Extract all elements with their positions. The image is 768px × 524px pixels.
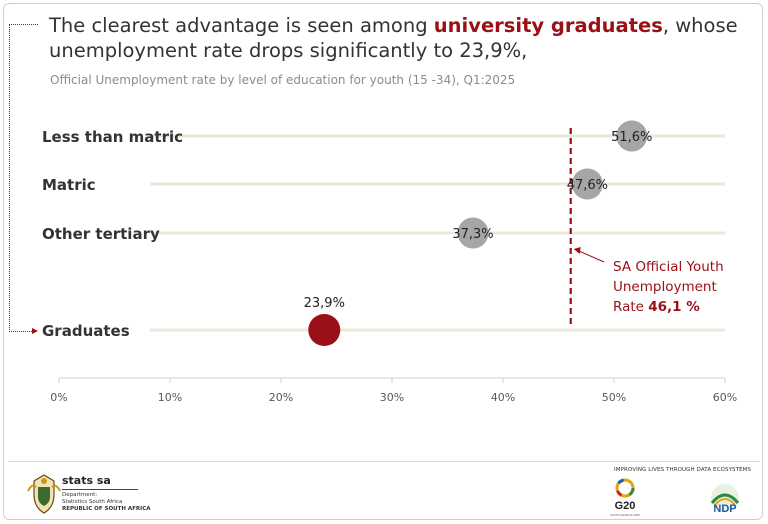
data-point (571, 168, 603, 200)
g20-label: G20 (615, 500, 636, 512)
callout-bracket-top (9, 24, 38, 25)
value-label: 51,6% (611, 130, 652, 145)
x-tick-label: 10% (158, 391, 182, 404)
g20-sub: SOUTH AFRICA 2025 (610, 513, 640, 517)
callout-bracket-bottom (9, 331, 34, 332)
headline-prefix: The clearest advantage is seen among (49, 14, 434, 37)
ndp-label: NDP (713, 503, 736, 515)
headline-highlight: university graduates (433, 14, 663, 37)
category-label: Other tertiary (42, 225, 160, 243)
dept-line-1: Department: (62, 492, 98, 498)
category-label: Matric (42, 176, 96, 194)
g20-logo: G20 SOUTH AFRICA 2025 (610, 478, 640, 517)
dept-line-2: Statistics South Africa (62, 499, 123, 505)
data-point (616, 120, 648, 152)
chart-title: Official Unemployment rate by level of e… (50, 73, 516, 87)
ndp-logo: NDP (710, 484, 740, 515)
category-label: Graduates (42, 322, 130, 340)
dot-plot-chart: 0% 10% 20% 30% 40% 50% 60% Less than matric 51,6… (42, 120, 737, 404)
headline-suffix: , whose unemployment rate drops signific… (49, 14, 738, 62)
x-tick-label: 20% (269, 391, 293, 404)
reference-arrow-line (576, 249, 605, 263)
reference-label-prefix: Rate (613, 299, 648, 315)
value-label: 47,6% (567, 178, 608, 193)
stats-department: Department: Statistics South Africa REPU… (62, 492, 151, 513)
x-tick-label: 40% (491, 391, 515, 404)
footer-divider (8, 461, 760, 462)
x-tick-label: 60% (713, 391, 737, 404)
x-tick-label: 50% (602, 391, 626, 404)
reference-label-line: SA Official Youth (613, 259, 724, 275)
footer-tagline: IMPROVING LIVES THROUGH DATA ECOSYSTEMS (614, 467, 752, 473)
republic-label: REPUBLIC OF SOUTH AFRICA (62, 506, 151, 512)
slide-frame (3, 3, 763, 520)
reference-label-line: Unemployment (613, 279, 717, 295)
reference-label-value-line: Rate 46,1 % (613, 299, 700, 315)
reference-label-value: 46,1 % (648, 299, 700, 315)
data-point (457, 217, 489, 249)
stats-sa-name: stats sa (62, 474, 111, 487)
headline: The clearest advantage is seen among uni… (49, 13, 761, 63)
value-label: 37,3% (452, 227, 493, 242)
reference-arrow-head (573, 247, 581, 254)
callout-bracket-line (9, 24, 10, 332)
category-label: Less than matric (42, 128, 183, 146)
x-tick-label: 30% (380, 391, 404, 404)
value-label: 23,9% (304, 296, 345, 311)
x-tick-label: 0% (50, 391, 67, 404)
callout-arrow-icon (32, 328, 38, 334)
coat-of-arms-logo (27, 474, 61, 514)
stats-rule (62, 489, 138, 490)
data-point (308, 314, 341, 346)
